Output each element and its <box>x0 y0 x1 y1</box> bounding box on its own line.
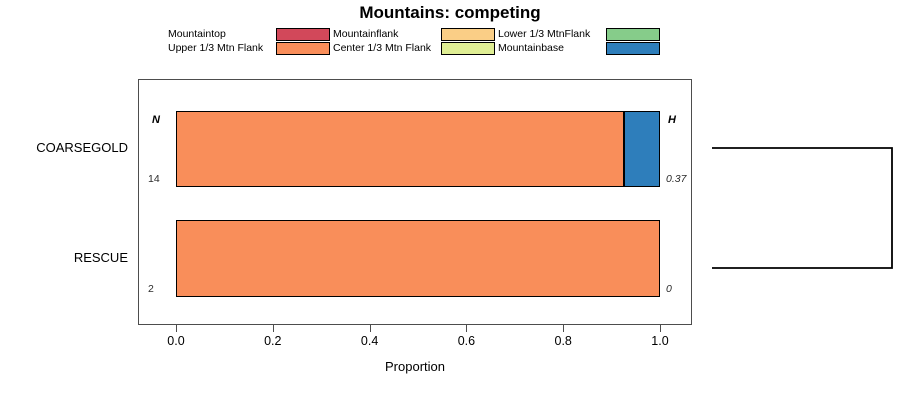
y-axis-category-label: COARSEGOLD <box>36 140 128 155</box>
dendrogram-svg <box>712 147 893 269</box>
bar-row <box>176 220 660 297</box>
legend-column-2: Lower 1/3 MtnFlank Mountainbase <box>498 27 670 59</box>
legend-item[interactable]: Mountainbase <box>498 41 670 55</box>
x-axis: Proportion 0.0 0.2 0.4 0.6 0.8 1.0 <box>0 325 900 385</box>
x-axis-tick-label: 1.0 <box>651 334 669 348</box>
legend-swatch <box>606 27 660 41</box>
bar-segment[interactable] <box>176 220 660 297</box>
legend-item[interactable]: Upper 1/3 Mtn Flank <box>168 41 340 55</box>
legend-item[interactable]: Lower 1/3 MtnFlank <box>498 27 670 41</box>
x-axis-tick <box>466 325 468 332</box>
legend-item-label: Lower 1/3 MtnFlank <box>498 28 591 40</box>
bar-segment[interactable] <box>623 111 660 187</box>
h-column-header: H <box>668 114 676 126</box>
legend-item-label: Mountainflank <box>333 28 399 40</box>
x-axis-tick-label: 0.4 <box>360 334 379 348</box>
legend-item-label: Upper 1/3 Mtn Flank <box>168 42 264 54</box>
bar-segment[interactable] <box>176 111 624 187</box>
x-axis-tick <box>369 325 371 332</box>
bar-row <box>176 111 660 187</box>
x-axis-tick-label: 0.2 <box>264 334 282 348</box>
y-axis-category-label: RESCUE <box>73 249 128 265</box>
x-axis-tick-label: 0.0 <box>167 334 185 348</box>
legend-swatch <box>441 27 495 41</box>
legend-item[interactable]: Center 1/3 Mtn Flank <box>333 41 505 55</box>
n-column-header: N <box>152 114 160 126</box>
h-value: 0.37 <box>666 173 687 185</box>
dendrogram-path <box>712 147 893 269</box>
legend-swatch <box>441 41 495 55</box>
legend-item[interactable]: Mountainflank <box>333 27 505 41</box>
x-axis-tick <box>563 325 565 332</box>
n-value: 14 <box>148 173 160 185</box>
x-axis-tick-label: 0.6 <box>457 334 476 348</box>
x-axis-tick-label: 0.8 <box>554 334 572 348</box>
legend-swatch <box>276 27 330 41</box>
legend-swatch <box>276 41 330 55</box>
legend-item-label: Mountainbase <box>498 42 564 54</box>
legend-swatch <box>606 41 660 55</box>
x-axis-tick <box>272 325 274 332</box>
dendrogram-bracket <box>700 79 900 325</box>
x-axis-tick <box>176 325 177 332</box>
x-axis-title: Proportion <box>385 359 445 374</box>
legend-column-1: Mountainflank Center 1/3 Mtn Flank <box>333 27 505 59</box>
legend-item[interactable]: Mountaintop <box>168 27 340 41</box>
legend-item-label: Center 1/3 Mtn Flank <box>333 42 432 54</box>
h-value: 0 <box>666 283 672 295</box>
x-axis-tick <box>660 325 661 332</box>
legend: Mountaintop Upper 1/3 Mtn Flank Mountainfl… <box>168 27 688 59</box>
legend-item-label: Mountaintop <box>168 28 226 40</box>
chart-title: Mountains: competing <box>359 3 541 22</box>
legend-column-0: Mountaintop Upper 1/3 Mtn Flank <box>168 27 340 59</box>
n-value: 2 <box>148 283 154 295</box>
